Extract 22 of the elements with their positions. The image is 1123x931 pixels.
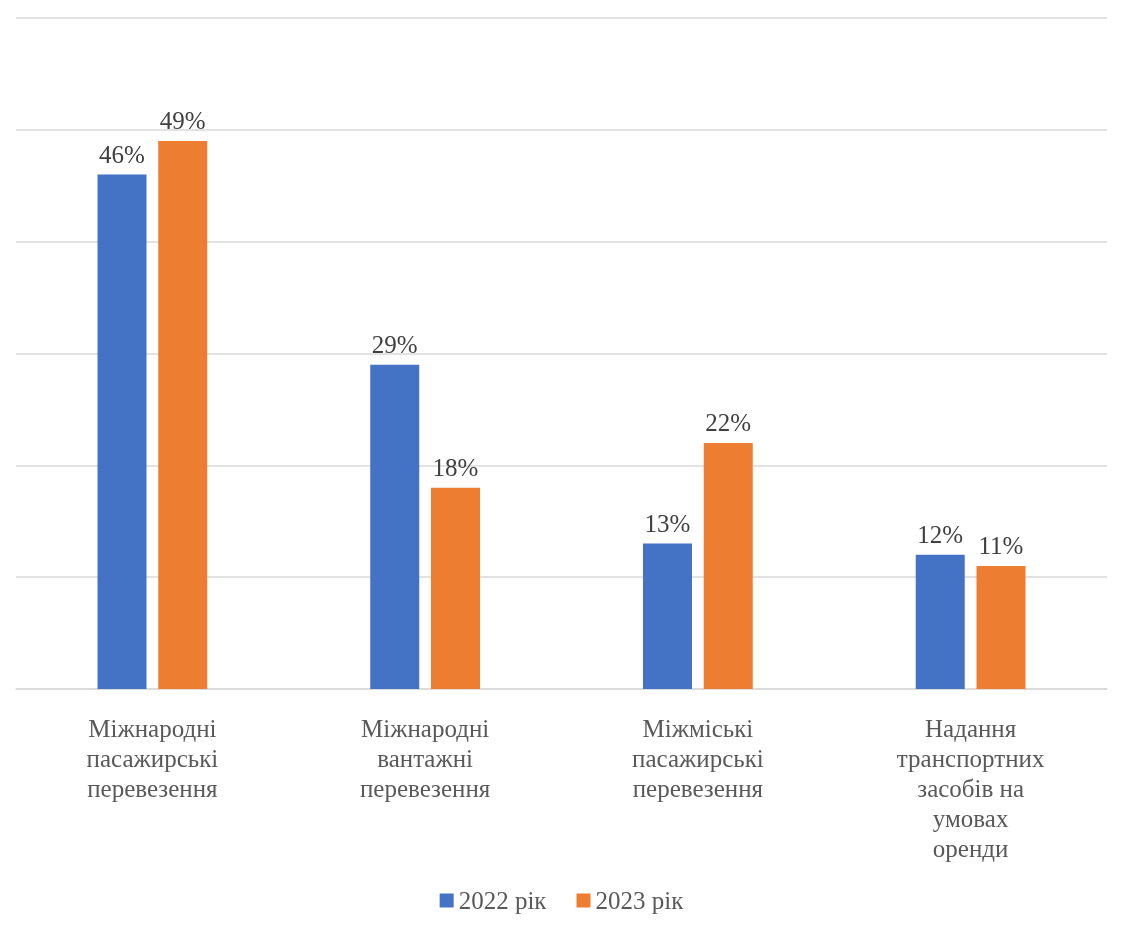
legend-label: 2023 рік [595, 887, 685, 914]
bar [703, 442, 753, 689]
data-label: 22% [705, 408, 752, 436]
data-label: 11% [978, 531, 1024, 559]
x-tick-label: Надання транспортних засобів на умовах оренди [896, 714, 1045, 862]
bar [976, 565, 1026, 689]
data-label: 49% [159, 107, 206, 135]
bar [431, 487, 481, 689]
bar [915, 554, 965, 689]
data-label: 18% [432, 453, 479, 481]
x-tick-label: Міжнародні пасажирські перевезення [86, 714, 219, 802]
data-label: 13% [644, 509, 691, 537]
bar [643, 543, 692, 689]
bar [97, 174, 147, 689]
legend-label: 2022 рік [458, 887, 548, 914]
data-label: 29% [371, 330, 418, 358]
bar [158, 141, 208, 689]
data-label: 12% [917, 520, 964, 548]
x-tick-label: Міжнародні вантажні перевезення [359, 714, 491, 802]
x-tick-label: Міжміські пасажирські перевезення [632, 714, 764, 802]
bar [370, 364, 420, 689]
data-label: 46% [99, 140, 145, 168]
